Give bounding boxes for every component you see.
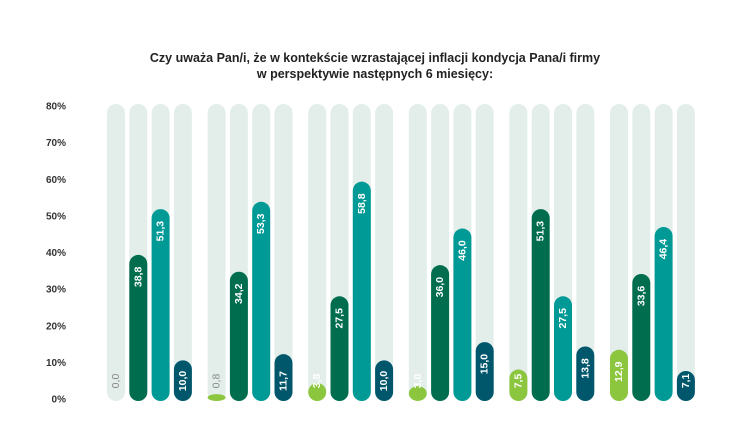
bar-track xyxy=(207,104,226,401)
bar-value-label: 15,0 xyxy=(479,354,491,375)
bar xyxy=(129,254,148,401)
bar-value-label: 27,5 xyxy=(557,308,569,329)
bar xyxy=(229,271,248,401)
bar-value-label: 7,5 xyxy=(512,374,524,389)
bar-value-label: 12,9 xyxy=(613,361,625,382)
bar xyxy=(252,201,271,401)
bar-track xyxy=(475,104,494,401)
bar-value-label: 3,0 xyxy=(412,374,424,389)
bar xyxy=(408,386,427,401)
bar-value-label: 58,8 xyxy=(356,193,368,214)
y-tick-label: 70% xyxy=(46,138,66,149)
bar-track xyxy=(308,104,327,401)
chart-title: Czy uważa Pan/i, że w kontekście wzrasta… xyxy=(0,50,750,82)
bar xyxy=(576,346,595,401)
bar-track xyxy=(173,104,192,401)
bar-value-label: 3,8 xyxy=(311,374,323,389)
bar-value-label: 11,7 xyxy=(278,371,290,391)
bar-value-label: 53,3 xyxy=(255,213,267,234)
y-tick-label: 10% xyxy=(46,358,66,369)
bar-value-label: 0,0 xyxy=(110,374,122,389)
bar xyxy=(632,273,651,401)
bar xyxy=(676,370,695,401)
bar-value-label: 46,4 xyxy=(658,239,670,260)
y-tick-label: 20% xyxy=(46,321,66,332)
bar xyxy=(475,342,494,401)
bar xyxy=(531,209,550,401)
bar-value-label: 10,0 xyxy=(177,371,189,392)
bar-value-label: 36,0 xyxy=(434,277,446,298)
y-tick-label: 30% xyxy=(46,285,66,296)
bar xyxy=(151,209,170,401)
bar xyxy=(274,354,293,401)
bar xyxy=(554,296,572,401)
bar-track xyxy=(375,104,394,401)
bar-value-label: 38,8 xyxy=(132,267,144,288)
bar xyxy=(352,181,371,401)
bar xyxy=(509,369,528,401)
bar xyxy=(453,228,472,401)
bar xyxy=(330,296,349,401)
bar-value-label: 34,2 xyxy=(233,283,245,304)
chart-title-line-1: Czy uważa Pan/i, że w kontekście wzrasta… xyxy=(149,51,601,65)
bar-track xyxy=(274,104,293,401)
bar xyxy=(308,383,327,401)
chart-title-line-2: w perspektywie następnych 6 miesięcy: xyxy=(256,67,494,81)
bar-value-label: 10,0 xyxy=(378,371,390,392)
bar xyxy=(654,227,673,401)
bar-track xyxy=(107,104,125,401)
bar-track xyxy=(408,104,427,401)
bar-value-label: 27,5 xyxy=(334,308,346,329)
y-tick-label: 40% xyxy=(46,248,66,259)
bar-value-label: 51,3 xyxy=(155,221,167,242)
y-tick-label: 0% xyxy=(52,395,67,406)
bar-track xyxy=(676,104,695,401)
bar-value-label: 33,6 xyxy=(635,286,647,307)
bar-value-label: 7,1 xyxy=(680,374,692,389)
bar-value-label: 46,0 xyxy=(456,240,468,261)
bar-value-label: 0,8 xyxy=(211,374,223,389)
bar xyxy=(375,360,394,401)
y-tick-label: 60% xyxy=(46,175,66,186)
bar xyxy=(173,360,192,401)
bar xyxy=(610,349,628,401)
y-tick-label: 80% xyxy=(46,102,66,113)
bar xyxy=(207,394,226,401)
bar-track xyxy=(509,104,528,401)
bar xyxy=(431,265,450,401)
bar-track xyxy=(610,104,628,401)
bar-value-label: 13,8 xyxy=(579,358,591,379)
bar-track xyxy=(576,104,595,401)
y-tick-label: 50% xyxy=(46,211,66,222)
bar-value-label: 51,3 xyxy=(535,221,547,242)
